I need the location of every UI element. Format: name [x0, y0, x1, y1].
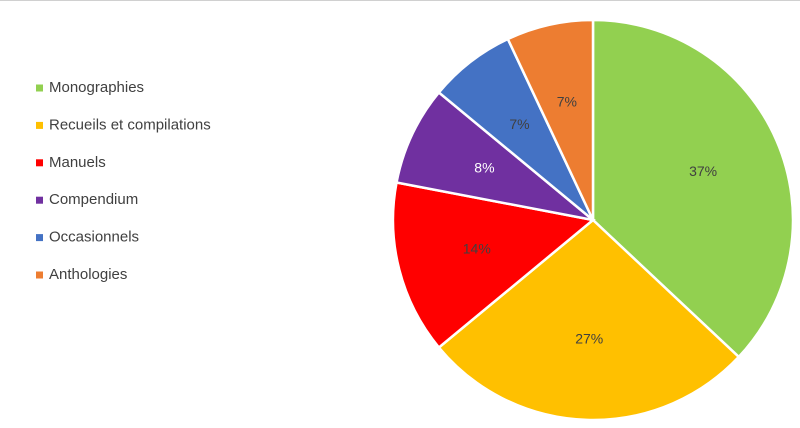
legend-label: Manuels: [49, 154, 106, 171]
data-label: 8%: [474, 160, 494, 176]
legend-swatch: [36, 84, 43, 92]
pie-slice: [506, 18, 595, 221]
legend-swatch: [36, 271, 43, 279]
pie-slice: [391, 181, 596, 350]
pie-slice: [395, 90, 594, 222]
legend-label: Monographies: [49, 79, 144, 96]
data-label: 14%: [463, 241, 491, 257]
legend-label: Anthologies: [49, 266, 127, 283]
data-label: 37%: [689, 163, 717, 179]
legend-label: Recueils et compilations: [49, 116, 211, 133]
pie-slice: [591, 18, 795, 359]
data-label: 7%: [557, 94, 577, 110]
data-label: 7%: [509, 116, 529, 132]
legend-label: Occasionnels: [49, 229, 139, 246]
legend-swatch: [36, 159, 43, 167]
legend-swatch: [36, 234, 43, 242]
legend-swatch: [36, 121, 43, 129]
legend-label: Compendium: [49, 191, 138, 208]
legend-swatch: [36, 196, 43, 204]
data-label: 27%: [575, 331, 603, 347]
pie-slice: [437, 218, 741, 422]
